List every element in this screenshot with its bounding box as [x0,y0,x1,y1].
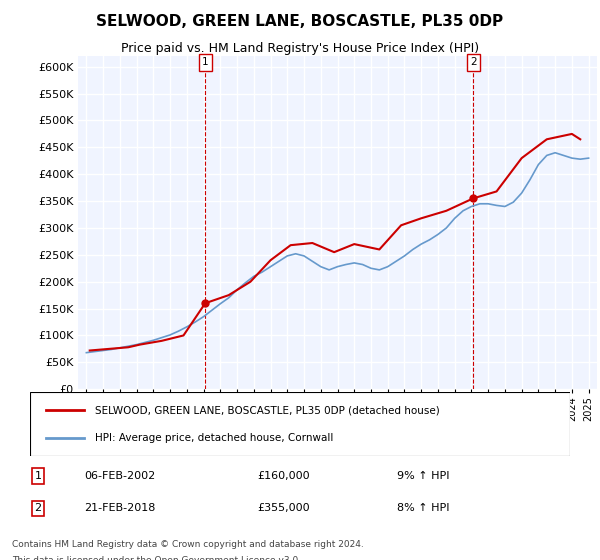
Text: 9% ↑ HPI: 9% ↑ HPI [397,471,450,481]
Text: SELWOOD, GREEN LANE, BOSCASTLE, PL35 0DP (detached house): SELWOOD, GREEN LANE, BOSCASTLE, PL35 0DP… [95,405,440,415]
Text: HPI: Average price, detached house, Cornwall: HPI: Average price, detached house, Corn… [95,433,333,444]
FancyBboxPatch shape [30,392,570,456]
Text: £355,000: £355,000 [257,503,310,514]
Text: 8% ↑ HPI: 8% ↑ HPI [397,503,450,514]
Text: 1: 1 [202,58,209,67]
Text: £160,000: £160,000 [257,471,310,481]
Text: SELWOOD, GREEN LANE, BOSCASTLE, PL35 0DP: SELWOOD, GREEN LANE, BOSCASTLE, PL35 0DP [97,14,503,29]
Text: 2: 2 [35,503,41,514]
Text: 1: 1 [35,471,41,481]
Text: 06-FEB-2002: 06-FEB-2002 [84,471,155,481]
Text: This data is licensed under the Open Government Licence v3.0.: This data is licensed under the Open Gov… [12,556,301,560]
Text: 21-FEB-2018: 21-FEB-2018 [84,503,155,514]
Text: Contains HM Land Registry data © Crown copyright and database right 2024.: Contains HM Land Registry data © Crown c… [12,540,364,549]
Text: Price paid vs. HM Land Registry's House Price Index (HPI): Price paid vs. HM Land Registry's House … [121,42,479,55]
Text: 2: 2 [470,58,476,67]
